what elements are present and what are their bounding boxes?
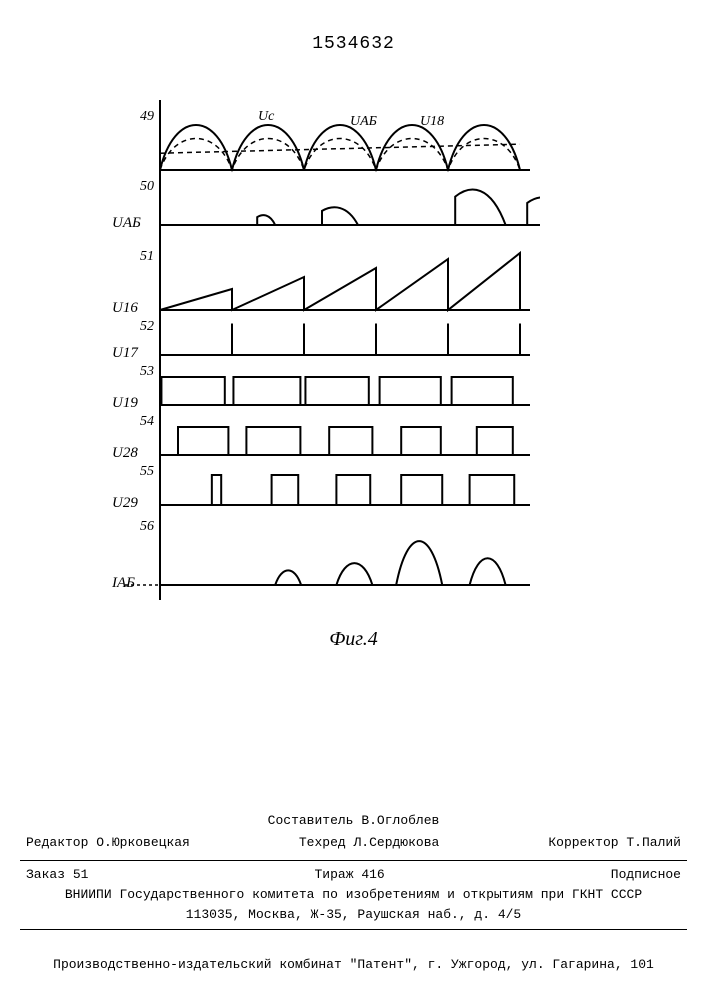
techred: Техред Л.Сердюкова xyxy=(299,833,439,853)
svg-text:49: 49 xyxy=(140,109,154,124)
page: 1534632 49 Uс UАБ U18 50 UАБ 51 U1652U1753 U1954… xyxy=(0,0,707,1000)
editor: Редактор О.Юрковецкая xyxy=(26,833,190,853)
order: Заказ 51 xyxy=(26,865,88,885)
staff-row: Редактор О.Юрковецкая Техред Л.Сердюкова… xyxy=(20,833,687,855)
svg-text:UАБ: UАБ xyxy=(350,114,377,129)
corrector: Корректор Т.Палий xyxy=(548,833,681,853)
svg-text:U19: U19 xyxy=(112,395,138,411)
order-row: Заказ 51 Тираж 416 Подписное xyxy=(20,865,687,885)
svg-text:U28: U28 xyxy=(112,445,138,461)
svg-text:Uс: Uс xyxy=(258,109,275,124)
figure-caption: Фиг.4 xyxy=(0,628,707,651)
svg-text:U18: U18 xyxy=(420,114,444,129)
svg-text:UАБ: UАБ xyxy=(112,215,141,231)
credits-block: Составитель В.Оглоблев Редактор О.Юркове… xyxy=(20,811,687,934)
svg-text:51: 51 xyxy=(140,249,154,264)
svg-text:IАБ: IАБ xyxy=(111,575,135,591)
svg-text:U17: U17 xyxy=(112,345,139,361)
divider-2 xyxy=(20,929,687,930)
svg-text:54: 54 xyxy=(140,414,154,429)
composer-name: В.Оглоблев xyxy=(361,813,439,828)
svg-text:U29: U29 xyxy=(112,495,138,511)
svg-text:U16: U16 xyxy=(112,300,138,316)
footer-line: Производственно-издательский комбинат "П… xyxy=(20,957,687,972)
svg-text:52: 52 xyxy=(140,319,154,334)
tirage: Тираж 416 xyxy=(314,865,384,885)
svg-text:56: 56 xyxy=(140,519,154,534)
org-line-1: ВНИИПИ Государственного комитета по изоб… xyxy=(20,885,687,905)
subscription: Подписное xyxy=(611,865,681,885)
composer-label: Составитель xyxy=(268,813,354,828)
composer-line: Составитель В.Оглоблев xyxy=(20,811,687,831)
svg-text:53: 53 xyxy=(140,364,154,379)
divider-1 xyxy=(20,860,687,861)
org-line-2: 113035, Москва, Ж-35, Раушская наб., д. … xyxy=(20,905,687,925)
svg-text:55: 55 xyxy=(140,464,154,479)
document-number: 1534632 xyxy=(0,34,707,54)
figure-4: 49 Uс UАБ U18 50 UАБ 51 U1652U1753 U1954 U2855 U29… xyxy=(110,80,540,620)
svg-text:50: 50 xyxy=(140,179,154,194)
